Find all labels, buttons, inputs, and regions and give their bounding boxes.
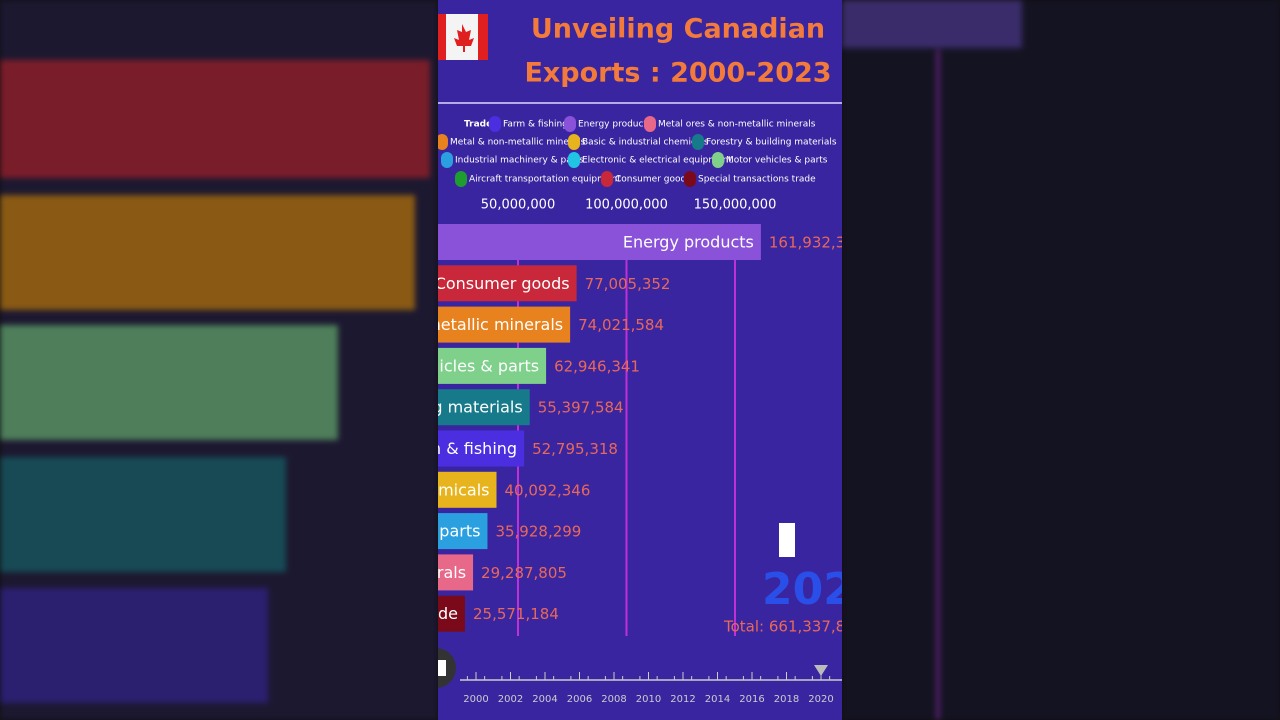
pause-icon (438, 660, 446, 676)
total-label: Total: 661,337,8 (723, 618, 845, 636)
value-label: 29,287,805 (481, 564, 567, 582)
legend-label: Metal & non-metallic minerals (450, 138, 586, 148)
x-tick-label: 150,000,000 (694, 198, 777, 213)
bar (438, 513, 488, 550)
chart-title: Unveiling Canadian (531, 14, 825, 45)
legend-swatch (712, 152, 724, 168)
bar-label: Industrial machinery & parts (252, 522, 481, 541)
legend-swatch (489, 116, 501, 132)
timeline-label: 2004 (532, 694, 557, 705)
timeline-label: 2006 (567, 694, 592, 705)
year-marker (779, 523, 795, 557)
timeline-label: 2014 (705, 694, 730, 705)
value-label: 62,946,341 (554, 357, 640, 375)
x-tick-label: 50,000,000 (481, 198, 555, 213)
bar-label: Metal ores & non-metallic minerals (186, 563, 466, 582)
bar-label: Motor vehicles & parts (359, 356, 539, 375)
bar (438, 389, 530, 426)
bar (438, 554, 474, 591)
timeline-label: 2000 (463, 694, 488, 705)
bar-label: Special transactions trade (249, 604, 458, 623)
bar-label: Forestry & building materials (291, 398, 523, 417)
value-label: 161,932,300 (769, 234, 864, 252)
bar (438, 265, 577, 302)
timeline-label: 2018 (774, 694, 799, 705)
bar (438, 430, 525, 467)
legend-label: Metal ores & non-metallic minerals (658, 120, 816, 130)
flag (438, 14, 488, 60)
bar-label: Metal & non-metallic minerals (323, 315, 564, 334)
timeline-label: 2008 (601, 694, 626, 705)
legend-label: Consumer goods (615, 175, 691, 185)
year-label: 2020 (762, 564, 884, 615)
chart-title: Exports : 2000-2023 (524, 58, 831, 89)
value-label: 35,928,299 (495, 523, 581, 541)
bar-label: Basic & industrial chemicals (264, 480, 489, 499)
legend-label: Farm & fishing (503, 120, 568, 130)
legend-label: Forestry & building materials (706, 138, 837, 148)
value-label: 40,092,346 (505, 481, 591, 499)
timeline-label: 2002 (498, 694, 523, 705)
pause-button[interactable] (416, 648, 456, 688)
bar-label: Farm & fishing (402, 439, 517, 458)
legend-title: Trade (464, 120, 492, 130)
bar (438, 306, 571, 343)
value-label: 74,021,584 (578, 316, 664, 334)
legend-swatch (455, 171, 467, 187)
legend-swatch (601, 171, 613, 187)
legend-label: Electronic & electrical equipment (582, 156, 732, 166)
bar (438, 595, 465, 632)
timeline-label: 2016 (739, 694, 764, 705)
legend-swatch (568, 152, 580, 168)
legend-swatch (568, 134, 580, 150)
timeline-label: 2012 (670, 694, 695, 705)
value-label: 77,005,352 (585, 275, 671, 293)
legend-label: Basic & industrial chemicals (582, 138, 709, 148)
legend-swatch (441, 152, 453, 168)
bar (438, 347, 547, 384)
value-label: 55,397,584 (538, 399, 624, 417)
bar-label: Consumer goods (435, 274, 570, 293)
legend-swatch (692, 134, 704, 150)
x-tick-label: 100,000,000 (585, 198, 668, 213)
legend-label: Industrial machinery & parts (455, 156, 584, 166)
legend-swatch (564, 116, 576, 132)
legend-label: Special transactions trade (698, 175, 816, 185)
value-label: 25,571,184 (473, 605, 559, 623)
timeline-label: 2010 (636, 694, 661, 705)
value-label: 52,795,318 (532, 440, 618, 458)
timeline-marker (814, 665, 828, 676)
bar (438, 224, 761, 260)
legend-label: Energy products (578, 120, 652, 130)
bar (438, 471, 497, 508)
bar-label: Energy products (623, 233, 754, 252)
legend-label: Motor vehicles & parts (726, 156, 828, 166)
legend-swatch (684, 171, 696, 187)
timeline-label: 2020 (808, 694, 833, 705)
legend-swatch (438, 134, 448, 150)
legend-label: Aircraft transportation equipment (469, 175, 621, 185)
legend-swatch (644, 116, 656, 132)
